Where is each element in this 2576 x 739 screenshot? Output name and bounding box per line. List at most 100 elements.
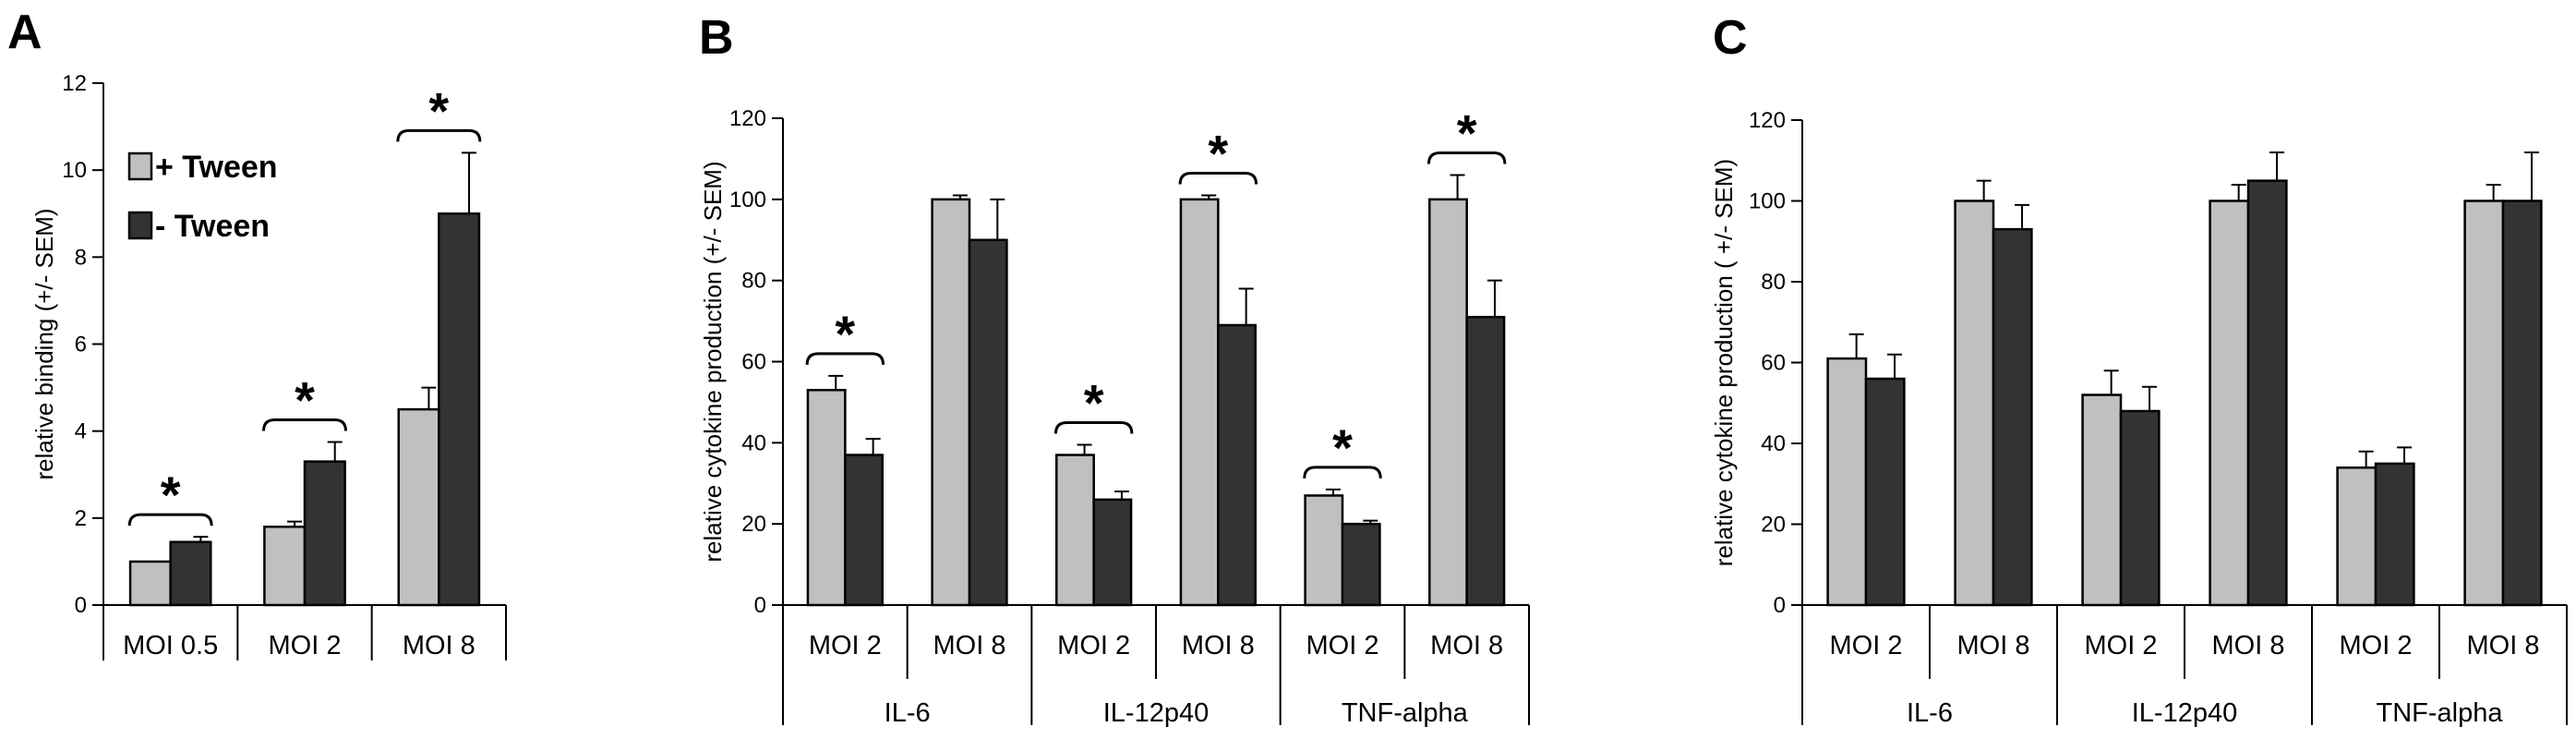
significance-star: * [835, 305, 855, 363]
x-tick-label: MOI 8 [2467, 631, 2540, 660]
y-tick-label: 120 [729, 106, 766, 131]
bar-minus-tween [1992, 227, 2033, 607]
bar-plus-tween [2336, 466, 2377, 607]
bar-minus-tween [2374, 462, 2415, 607]
bar-minus-tween [303, 460, 346, 607]
significance-star: * [161, 466, 181, 524]
x-tick-label: MOI 8 [1430, 631, 1503, 660]
y-axis-label: relative cytokine production (+/- SEM) [699, 161, 727, 562]
x-tick-label: MOI 8 [933, 631, 1006, 660]
group-label: IL-6 [1907, 698, 1953, 728]
x-tick-label: MOI 0.5 [123, 631, 218, 660]
significance-star: * [295, 370, 315, 429]
y-tick-label: 60 [741, 350, 766, 375]
bar-plus-tween [1954, 200, 1995, 607]
bar-plus-tween [2081, 394, 2123, 607]
legend-label: + Tween [155, 150, 278, 185]
x-tick-label: MOI 2 [2340, 631, 2413, 660]
significance-star: * [1208, 124, 1228, 182]
significance-bracket [396, 128, 482, 142]
bar-plus-tween [931, 198, 971, 607]
significance-star: * [1332, 418, 1353, 477]
y-tick-label: 80 [1761, 270, 1786, 295]
x-tick-label: MOI 2 [1830, 631, 1903, 660]
y-tick-label: 0 [754, 593, 766, 618]
group-label: TNF-alpha [1342, 698, 1469, 728]
y-tick-label: 100 [729, 188, 766, 212]
y-tick-label: 20 [1761, 513, 1786, 538]
bar-minus-tween [1217, 323, 1257, 607]
significance-bracket [1178, 171, 1258, 185]
significance-bracket [1426, 151, 1507, 164]
significance-star: * [428, 81, 449, 139]
bar-minus-tween [2119, 409, 2161, 607]
y-tick-label: 120 [1749, 108, 1786, 133]
bar-minus-tween [2501, 200, 2543, 607]
bar-plus-tween [1179, 198, 1220, 607]
significance-bracket [262, 418, 347, 431]
y-tick-label: 20 [741, 512, 766, 537]
bar-minus-tween [438, 212, 481, 607]
y-axis-label: relative cytokine production ( +/- SEM) [1710, 159, 1738, 566]
group-label: IL-6 [885, 698, 931, 728]
bar-plus-tween [2209, 200, 2250, 607]
panel-letter-a: A [7, 6, 42, 59]
bar-minus-tween [1341, 522, 1381, 607]
significance-star: * [1084, 374, 1104, 432]
y-tick-label: 12 [62, 71, 87, 96]
legend-swatch [127, 211, 153, 240]
y-tick-label: 40 [741, 430, 766, 455]
significance-bracket [1303, 466, 1382, 479]
bar-minus-tween [1465, 315, 1506, 607]
y-tick-label: 100 [1749, 189, 1786, 214]
y-tick-label: 0 [1774, 593, 1786, 618]
bar-minus-tween [169, 540, 212, 607]
y-tick-label: 80 [741, 269, 766, 294]
group-label: IL-12p40 [2132, 698, 2238, 728]
bar-plus-tween [806, 388, 847, 607]
y-tick-label: 8 [75, 245, 87, 270]
group-label: TNF-alpha [2377, 698, 2504, 728]
significance-bracket [1053, 421, 1134, 434]
significance-bracket [805, 352, 885, 365]
y-tick-label: 4 [75, 419, 87, 444]
bar-plus-tween [128, 560, 172, 607]
y-tick-label: 2 [75, 506, 87, 531]
y-tick-label: 6 [75, 333, 87, 357]
bar-plus-tween [1428, 198, 1468, 607]
bar-plus-tween [2463, 200, 2505, 607]
x-tick-label: MOI 8 [1182, 631, 1255, 660]
x-tick-label: MOI 2 [809, 631, 882, 660]
bar-plus-tween [1304, 494, 1344, 607]
bar-minus-tween [1864, 377, 1906, 607]
bar-minus-tween [2246, 179, 2288, 607]
x-tick-label: MOI 2 [1306, 631, 1379, 660]
x-tick-label: MOI 8 [2212, 631, 2285, 660]
panel-letter-b: B [699, 11, 734, 65]
bar-plus-tween [1826, 357, 1868, 607]
x-tick-label: MOI 8 [403, 631, 475, 660]
legend-swatch [127, 151, 153, 181]
y-tick-label: 40 [1761, 431, 1786, 456]
bar-plus-tween [263, 526, 307, 607]
significance-star: * [1457, 103, 1477, 162]
bar-plus-tween [397, 407, 440, 607]
panel-letter-c: C [1713, 11, 1748, 65]
bar-minus-tween [968, 238, 1008, 607]
group-label: IL-12p40 [1103, 698, 1210, 728]
y-tick-label: 60 [1761, 351, 1786, 376]
x-tick-label: MOI 2 [269, 631, 342, 660]
bar-minus-tween [1092, 498, 1133, 607]
bar-plus-tween [1055, 454, 1095, 607]
x-tick-label: MOI 8 [1957, 631, 2030, 660]
y-tick-label: 10 [62, 158, 87, 183]
legend-label: - Tween [155, 209, 270, 244]
x-tick-label: MOI 2 [1057, 631, 1130, 660]
x-tick-label: MOI 2 [2085, 631, 2158, 660]
bar-minus-tween [844, 454, 884, 607]
significance-bracket [127, 513, 213, 527]
y-tick-label: 0 [75, 593, 87, 618]
